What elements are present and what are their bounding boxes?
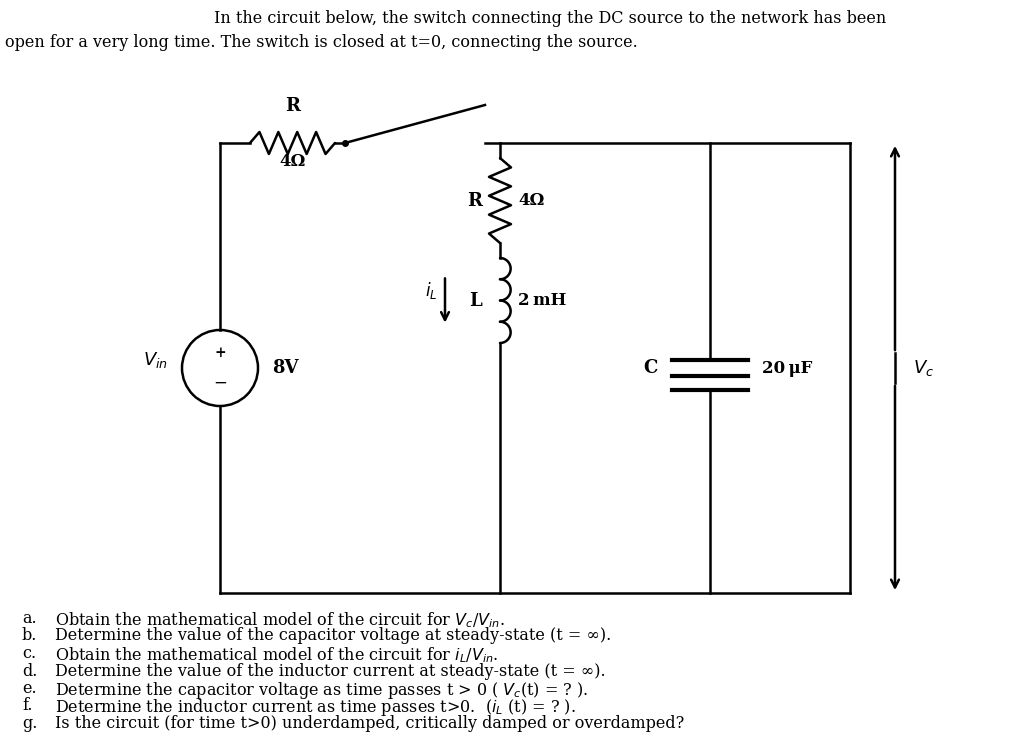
- Text: Is the circuit (for time t>0) underdamped, critically damped or overdamped?: Is the circuit (for time t>0) underdampe…: [55, 715, 685, 732]
- Text: L: L: [469, 292, 482, 310]
- Text: $i_L$: $i_L$: [424, 280, 437, 301]
- Text: R: R: [285, 97, 300, 115]
- Text: +: +: [215, 346, 226, 360]
- Text: open for a very long time. The switch is closed at t=0, connecting the source.: open for a very long time. The switch is…: [5, 34, 638, 51]
- Text: −: −: [213, 375, 227, 391]
- Text: c.: c.: [22, 645, 36, 662]
- Text: 2 mH: 2 mH: [518, 292, 566, 309]
- Text: $V_c$: $V_c$: [913, 358, 934, 378]
- Text: Determine the capacitor voltage as time passes t > 0 ( $V_c$(t) = ? ).: Determine the capacitor voltage as time …: [55, 680, 589, 701]
- Text: 8V: 8V: [272, 359, 298, 377]
- Text: b.: b.: [22, 628, 38, 645]
- Text: d.: d.: [22, 663, 38, 679]
- Text: e.: e.: [22, 680, 37, 697]
- Text: C: C: [644, 359, 658, 377]
- Text: g.: g.: [22, 715, 38, 732]
- Text: 20 μF: 20 μF: [762, 360, 812, 376]
- Text: 4Ω: 4Ω: [279, 153, 306, 170]
- Text: $V_{in}$: $V_{in}$: [143, 350, 168, 370]
- Text: Obtain the mathematical model of the circuit for $i_L$/$V_{in}$.: Obtain the mathematical model of the cir…: [55, 645, 499, 665]
- Text: a.: a.: [22, 610, 37, 627]
- Text: Determine the value of the capacitor voltage at steady-state (t = ∞).: Determine the value of the capacitor vol…: [55, 628, 611, 645]
- Text: Determine the inductor current as time passes t>0.  ($i_L$ (t) = ? ).: Determine the inductor current as time p…: [55, 697, 575, 719]
- Text: Determine the value of the inductor current at steady-state (t = ∞).: Determine the value of the inductor curr…: [55, 663, 606, 679]
- Text: In the circuit below, the switch connecting the DC source to the network has bee: In the circuit below, the switch connect…: [214, 10, 886, 27]
- Text: 4Ω: 4Ω: [518, 192, 545, 209]
- Text: f.: f.: [22, 697, 33, 714]
- Text: R: R: [467, 191, 482, 209]
- Text: Obtain the mathematical model of the circuit for $V_c$/$V_{in}$.: Obtain the mathematical model of the cir…: [55, 610, 505, 630]
